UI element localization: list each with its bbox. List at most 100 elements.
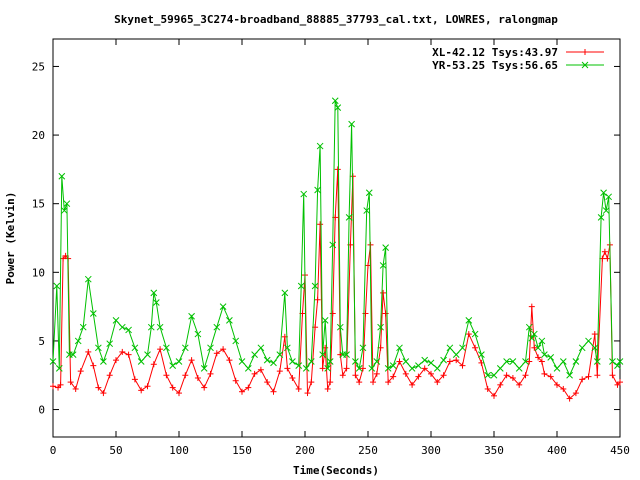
- x-marker: [331, 97, 339, 105]
- x-marker: [528, 334, 536, 342]
- x-marker: [321, 316, 329, 324]
- x-marker: [605, 193, 613, 201]
- series-1: [50, 166, 623, 402]
- x-marker: [295, 362, 303, 369]
- x-marker: [100, 358, 107, 365]
- x-marker: [471, 330, 479, 338]
- plus-marker: [453, 357, 460, 364]
- plus-marker: [239, 388, 245, 395]
- x-marker: [355, 365, 363, 372]
- x-tick-label: 450: [610, 444, 630, 457]
- plus-marker: [264, 379, 271, 386]
- x-marker: [297, 282, 305, 290]
- plus-marker: [390, 373, 397, 380]
- plus-marker: [213, 350, 220, 357]
- x-marker: [60, 207, 68, 214]
- plus-marker: [304, 390, 311, 397]
- plus-marker: [522, 372, 529, 379]
- plus-marker: [541, 370, 548, 377]
- x-marker: [175, 358, 183, 365]
- plus-marker: [538, 358, 545, 365]
- plus-marker: [50, 383, 56, 390]
- y-tick-label: 20: [32, 129, 45, 142]
- plus-marker: [324, 385, 331, 392]
- plus-marker: [343, 365, 350, 372]
- x-tick-label: 50: [109, 444, 122, 457]
- x-marker: [163, 344, 170, 352]
- x-marker: [147, 323, 155, 331]
- x-marker: [200, 365, 208, 372]
- x-marker: [496, 365, 504, 372]
- x-marker: [578, 344, 586, 352]
- x-marker: [270, 359, 277, 367]
- plus-marker: [176, 390, 182, 397]
- x-marker: [284, 344, 291, 352]
- x-marker: [152, 299, 160, 306]
- x-marker: [538, 337, 546, 345]
- plus-marker: [535, 354, 542, 361]
- plus-marker: [201, 384, 208, 391]
- x-marker: [53, 282, 61, 290]
- x-marker: [276, 351, 284, 359]
- plus-marker: [90, 362, 97, 369]
- x-marker: [509, 358, 517, 365]
- plus-marker: [57, 381, 64, 388]
- series-2: [49, 97, 624, 379]
- plus-marker: [144, 383, 151, 390]
- plus-marker: [317, 221, 324, 228]
- x-marker: [316, 142, 324, 150]
- x-marker: [379, 262, 387, 269]
- plus-marker: [67, 379, 74, 386]
- x-marker: [609, 358, 616, 365]
- plus-marker: [594, 372, 601, 379]
- x-marker: [515, 365, 523, 372]
- x-tick-label: 100: [169, 444, 189, 457]
- x-marker: [440, 356, 447, 364]
- plus-marker: [226, 357, 233, 364]
- x-marker: [343, 351, 350, 359]
- plus-marker: [220, 346, 227, 353]
- x-marker: [144, 351, 151, 359]
- x-marker: [377, 323, 384, 331]
- x-marker: [49, 358, 57, 365]
- plus-marker: [601, 248, 608, 255]
- x-marker: [89, 310, 97, 317]
- x-marker: [226, 316, 233, 324]
- plus-marker: [119, 348, 126, 355]
- plot-frame: [52, 38, 621, 438]
- x-marker: [600, 189, 607, 197]
- x-marker: [326, 358, 334, 365]
- x-marker: [389, 362, 397, 369]
- x-marker: [597, 214, 605, 221]
- plus-marker: [402, 370, 409, 377]
- x-marker: [74, 337, 82, 345]
- plus-marker: [295, 385, 302, 392]
- x-marker: [156, 323, 164, 331]
- x-marker: [402, 358, 410, 365]
- x-marker: [602, 207, 610, 214]
- x-marker: [559, 358, 567, 365]
- x-marker: [314, 186, 321, 194]
- y-tick-label: 0: [38, 404, 45, 417]
- series-line: [52, 169, 621, 400]
- x-marker: [131, 344, 139, 352]
- plus-marker: [446, 358, 453, 365]
- x-marker: [194, 330, 202, 338]
- plus-marker: [169, 384, 176, 391]
- x-marker: [251, 351, 258, 359]
- x-marker: [373, 358, 381, 365]
- series-layer: [49, 97, 624, 402]
- x-marker: [336, 323, 344, 331]
- x-marker: [616, 358, 624, 365]
- plus-marker: [434, 379, 441, 386]
- y-axis-title: Power (Kelvin): [4, 192, 17, 285]
- x-marker: [281, 289, 289, 297]
- x-marker: [452, 351, 460, 359]
- plus-marker: [356, 379, 363, 386]
- plus-marker: [106, 372, 113, 379]
- plus-marker: [609, 372, 616, 379]
- x-marker: [213, 323, 221, 331]
- plus-marker: [339, 372, 346, 379]
- x-marker: [553, 365, 561, 372]
- x-marker: [465, 316, 473, 324]
